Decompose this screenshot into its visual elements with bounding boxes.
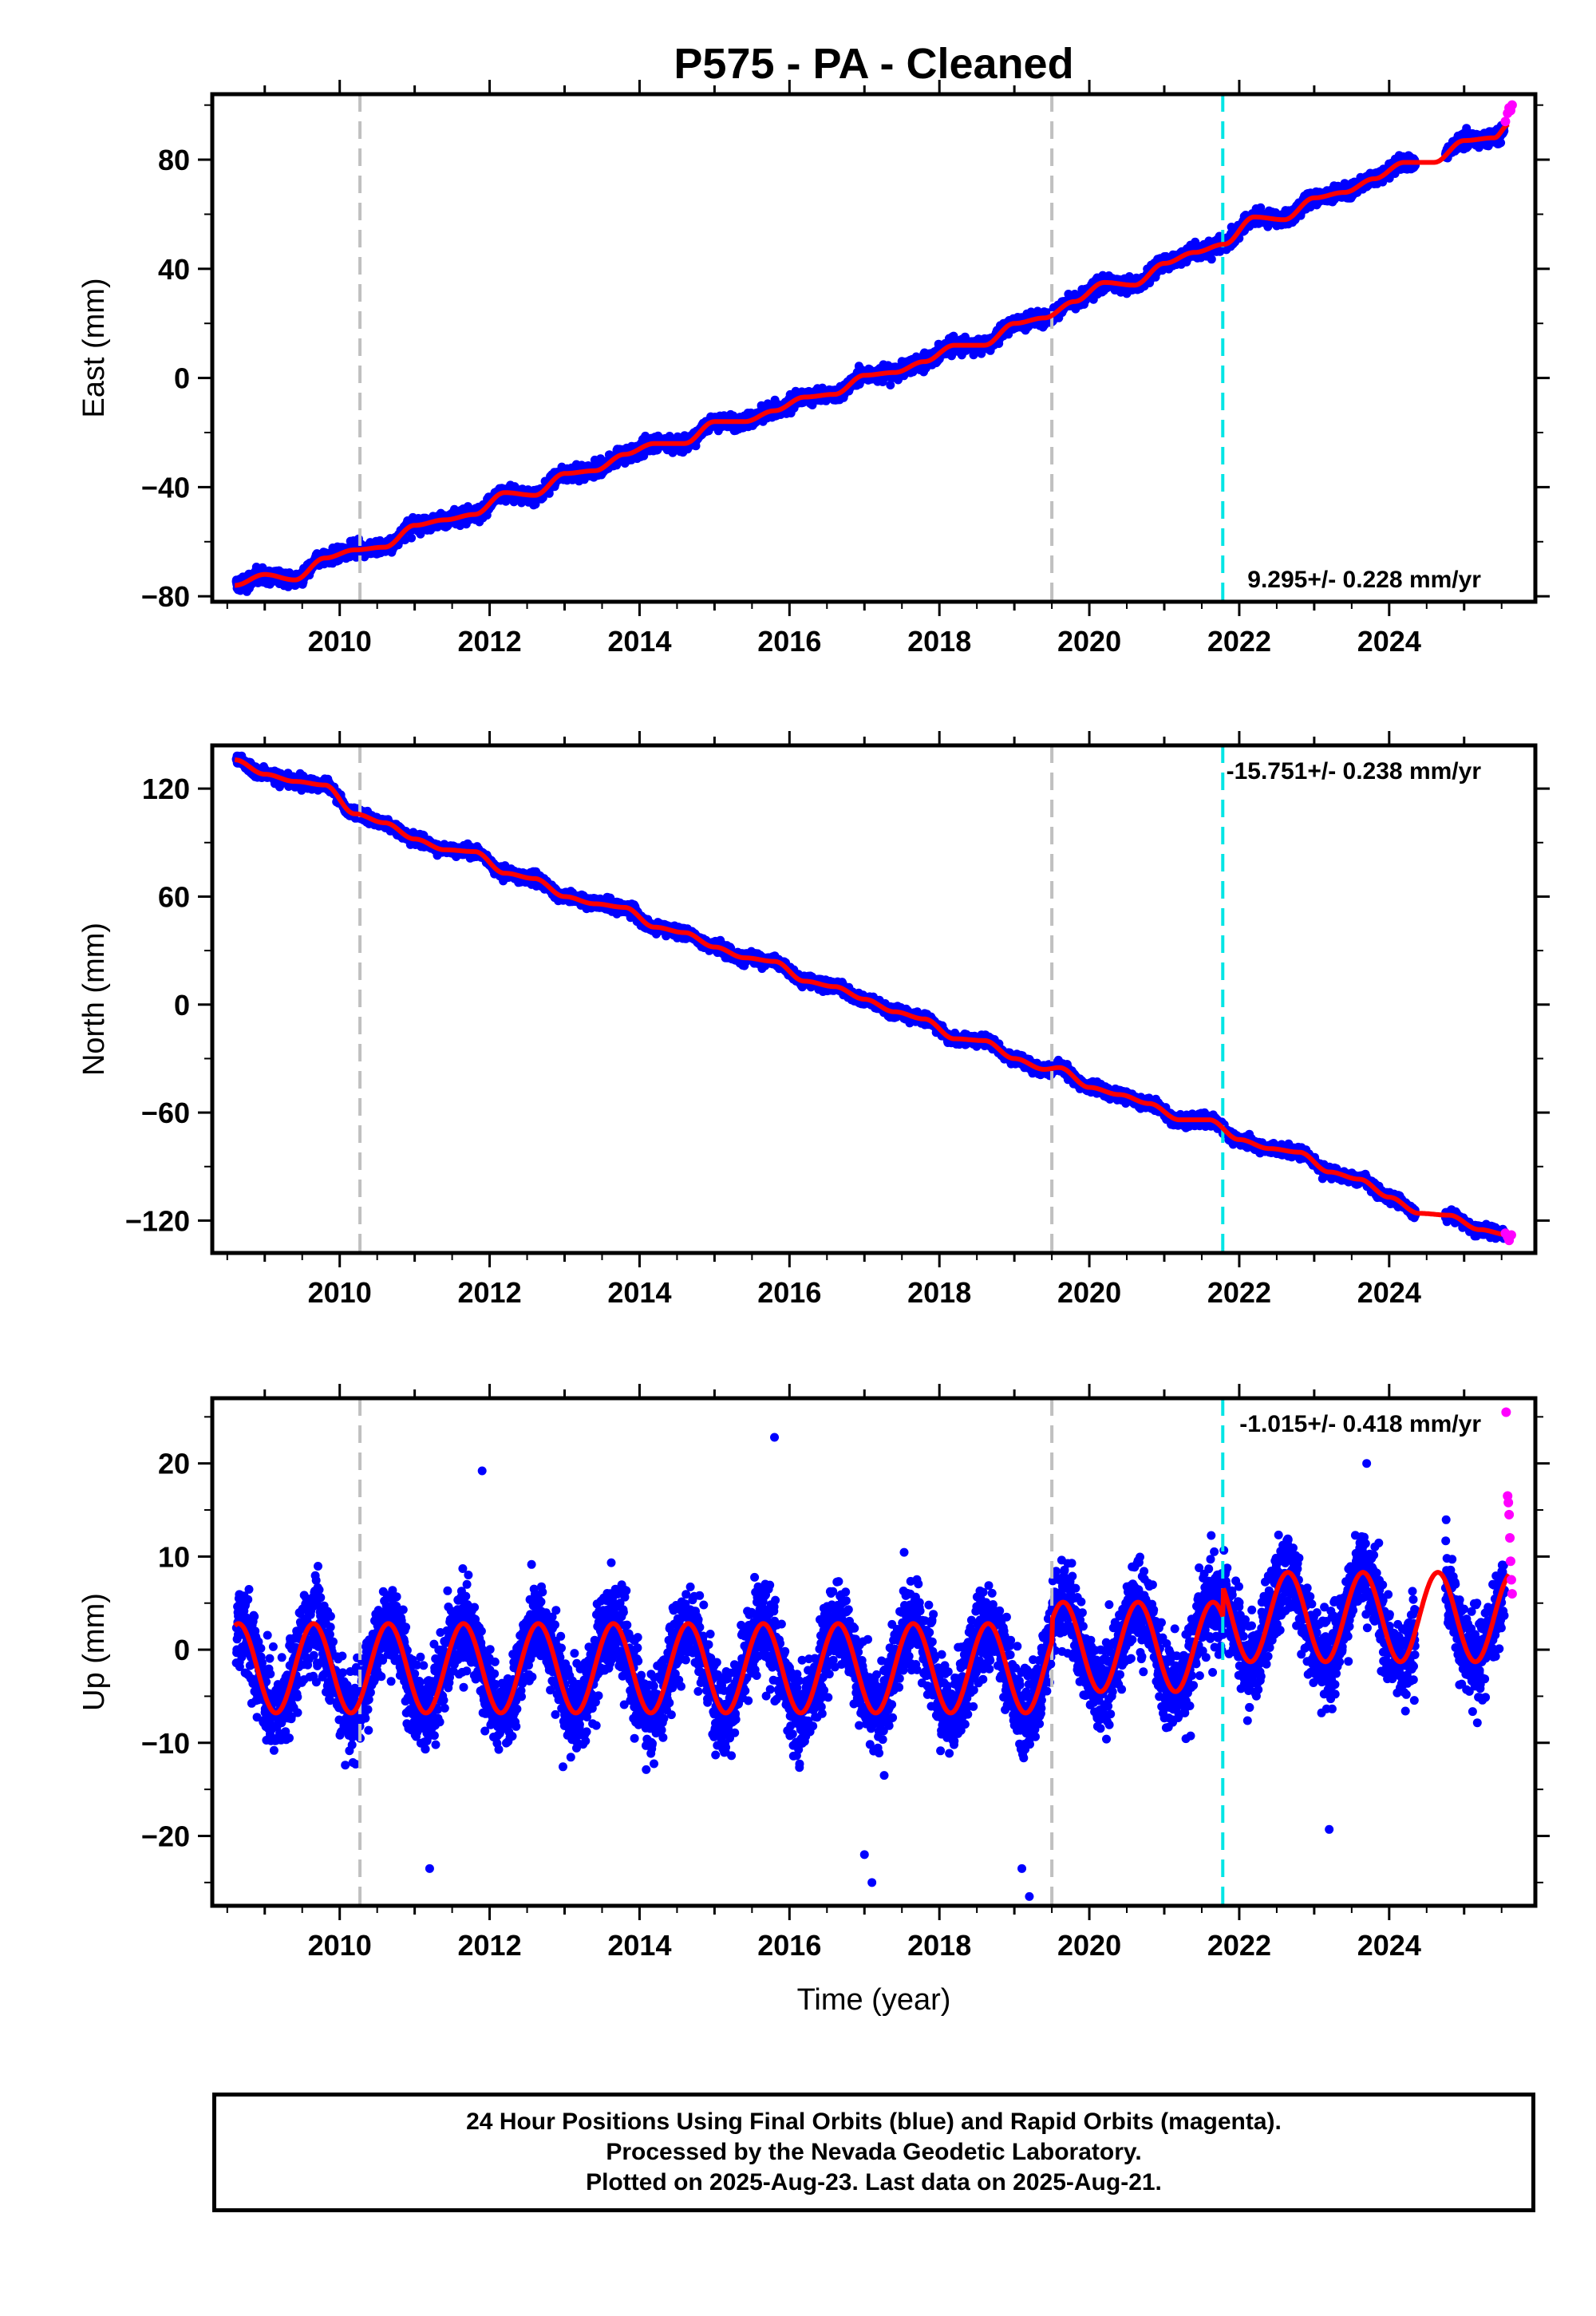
figure-title: P575 - PA - Cleaned — [674, 40, 1073, 88]
plot-area — [231, 94, 1517, 602]
final-point — [886, 381, 895, 389]
final-point — [407, 533, 417, 543]
final-point — [1207, 255, 1216, 264]
east-panel: 2010 2012 2014 2016 2018 2020 2022 2024−80−4004… — [77, 80, 1550, 658]
